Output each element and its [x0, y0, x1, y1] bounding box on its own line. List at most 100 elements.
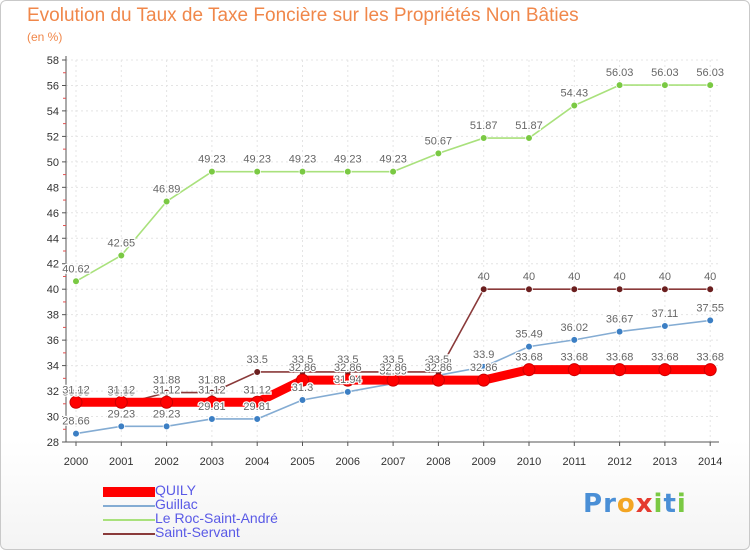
- data-point: [162, 422, 171, 431]
- data-label: 35.49: [515, 329, 543, 341]
- data-point: [477, 373, 491, 387]
- data-label: 49.23: [289, 154, 317, 166]
- y-tick-label: 50: [47, 157, 59, 169]
- x-tick-label: 2008: [426, 456, 450, 468]
- x-tick-label: 2012: [607, 456, 631, 468]
- data-point: [525, 134, 533, 142]
- data-label: 33.5: [292, 354, 313, 366]
- data-label: 51.87: [470, 120, 498, 132]
- logo-letter: t: [663, 489, 677, 519]
- data-point: [525, 342, 533, 351]
- x-tick-label: 2003: [200, 456, 224, 468]
- y-tick-label: 44: [47, 233, 59, 245]
- chart-title: Evolution du Taux de Taxe Foncière sur l…: [27, 5, 579, 26]
- x-tick-label: 2000: [64, 456, 88, 468]
- data-point: [253, 415, 262, 423]
- data-label: 56.03: [696, 67, 724, 79]
- data-point: [72, 277, 80, 286]
- data-label: 36.67: [606, 314, 634, 326]
- data-label: 32.86: [334, 362, 362, 374]
- data-label: 29.81: [198, 401, 226, 413]
- data-label: 40: [613, 271, 625, 283]
- x-tick-label: 2007: [381, 456, 405, 468]
- data-point: [162, 197, 171, 206]
- data-label: 40: [478, 271, 490, 283]
- x-tick-label: 2014: [698, 456, 722, 468]
- data-point: [114, 395, 128, 409]
- data-point: [386, 373, 400, 387]
- y-tick-label: 40: [47, 284, 59, 296]
- data-label: 29.23: [153, 408, 181, 420]
- data-point: [703, 363, 717, 377]
- x-tick-label: 2005: [290, 456, 314, 468]
- data-point: [522, 363, 536, 377]
- data-point: [431, 373, 445, 387]
- data-label: 29.23: [108, 408, 136, 420]
- data-label: 40.62: [62, 263, 90, 275]
- logo-letter: i: [676, 489, 687, 519]
- data-point: [160, 395, 174, 409]
- legend-swatch: [103, 505, 155, 507]
- data-point: [296, 373, 309, 387]
- data-point: [525, 285, 533, 294]
- data-point: [205, 395, 219, 409]
- y-tick-label: 42: [47, 259, 59, 271]
- logo-letter: P: [583, 489, 604, 519]
- data-label: 54.43: [561, 87, 589, 99]
- data-label: 36.02: [561, 322, 589, 334]
- x-tick-label: 2009: [471, 456, 495, 468]
- data-point: [389, 167, 397, 176]
- data-point: [117, 251, 126, 260]
- legend-label: Saint-Servant: [155, 524, 240, 540]
- data-label: 46.89: [153, 183, 181, 195]
- data-point: [253, 167, 262, 176]
- data-label: 32.86: [289, 362, 317, 374]
- legend-label: Guillac: [155, 496, 198, 512]
- data-point: [706, 316, 714, 325]
- data-label: 31.3: [292, 382, 313, 394]
- y-tick-label: 34: [47, 361, 59, 373]
- data-point: [570, 285, 579, 294]
- data-point: [661, 322, 669, 330]
- data-label: 31.88: [198, 375, 226, 387]
- data-label: 31.12: [62, 384, 90, 396]
- data-point: [479, 363, 488, 371]
- data-point: [567, 363, 581, 377]
- data-point: [615, 327, 624, 336]
- data-point: [479, 134, 488, 142]
- data-label: 33.68: [515, 352, 543, 364]
- data-point: [253, 368, 262, 376]
- data-label: 30.95: [62, 386, 90, 398]
- data-point: [343, 388, 352, 396]
- data-label: 31.12: [108, 384, 136, 396]
- data-label: 32.86: [470, 362, 498, 374]
- data-point: [658, 363, 672, 377]
- data-label: 32.86: [379, 362, 407, 374]
- data-label: 51.87: [515, 120, 543, 132]
- y-tick-label: 46: [47, 208, 59, 220]
- x-tick-label: 2001: [109, 456, 133, 468]
- data-label: 37.11: [652, 308, 679, 320]
- data-point: [661, 81, 669, 89]
- data-label: 33.9: [473, 349, 494, 361]
- data-label: 32.86: [425, 362, 453, 374]
- data-label: 40: [704, 271, 716, 283]
- data-label: 40: [523, 271, 535, 283]
- data-label: 49.23: [198, 154, 226, 166]
- data-point: [615, 285, 624, 294]
- data-label: 31.12: [198, 384, 226, 396]
- y-tick-label: 54: [47, 106, 59, 118]
- x-tick-label: 2013: [653, 456, 677, 468]
- data-label: 29.81: [243, 401, 271, 413]
- data-label: 42.65: [108, 237, 136, 249]
- x-tick-label: 2002: [154, 456, 178, 468]
- logo-letter: x: [635, 489, 654, 519]
- data-label: 33.68: [651, 352, 679, 364]
- legend-swatch: [103, 519, 155, 521]
- data-label: 33.68: [561, 352, 589, 364]
- data-label: 31.12: [243, 384, 271, 396]
- data-label: 33.68: [696, 352, 724, 364]
- x-tick-label: 2006: [336, 456, 360, 468]
- x-tick-label: 2011: [562, 456, 586, 468]
